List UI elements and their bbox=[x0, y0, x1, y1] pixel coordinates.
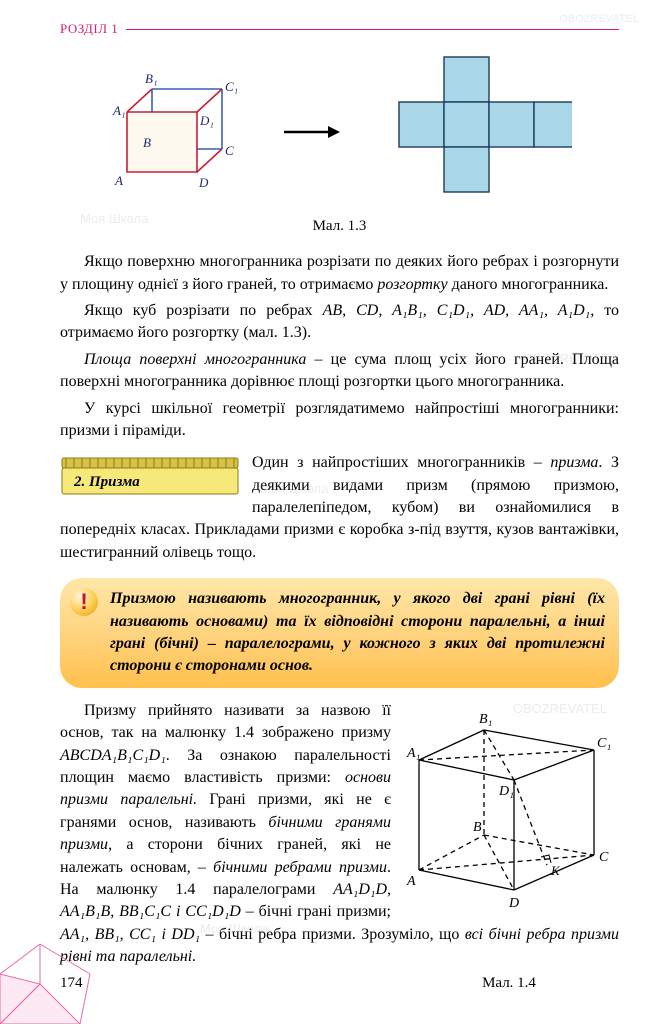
prism-diagram: A₁ B₁ C₁ D₁ A B C D K bbox=[399, 700, 619, 920]
svg-text:C: C bbox=[225, 143, 234, 158]
paragraph: Якщо куб розрізати по ребрах AB, CD, A₁B… bbox=[60, 300, 619, 345]
figure-1-4-caption: Мал. 1.4 bbox=[399, 973, 619, 994]
svg-text:B: B bbox=[473, 820, 482, 835]
exclamation-icon: ! bbox=[70, 588, 98, 616]
svg-text:C: C bbox=[599, 850, 609, 865]
svg-text:B: B bbox=[143, 135, 151, 150]
text: – бічні ребра призми. Зрозуміло, що bbox=[200, 926, 465, 943]
text: даного многогранника. bbox=[448, 276, 609, 293]
text: Якщо куб розрізати по ребрах bbox=[84, 302, 323, 319]
definition-callout: ! Призмою називають многогранник, у яког… bbox=[60, 578, 619, 688]
arrow-icon bbox=[282, 122, 342, 142]
page-header: РОЗДІЛ 1 bbox=[60, 20, 619, 38]
term: призма bbox=[550, 454, 598, 471]
svg-text:C₁: C₁ bbox=[225, 79, 238, 94]
term: бічними ребрами призми bbox=[213, 859, 387, 876]
svg-text:D₁: D₁ bbox=[498, 784, 514, 799]
svg-text:B₁: B₁ bbox=[145, 71, 157, 86]
ruler-heading: 2. Призма bbox=[60, 456, 240, 500]
prism-section: A₁ B₁ C₁ D₁ A B C D K Призму прийнято на… bbox=[60, 700, 619, 994]
svg-text:B₁: B₁ bbox=[479, 712, 492, 727]
cube-diagram: A₁ B₁ C₁ D₁ A B C D bbox=[107, 67, 262, 197]
paragraph: Площа поверхні многогранника – це сума п… bbox=[60, 349, 619, 394]
text: Призму прийнято називати за назвою її ос… bbox=[60, 702, 391, 741]
term: Призмою bbox=[110, 590, 176, 607]
svg-text:D₁: D₁ bbox=[199, 113, 214, 128]
header-rule bbox=[126, 29, 619, 30]
figure-1-3-caption: Мал. 1.3 bbox=[60, 216, 619, 237]
section-label: РОЗДІЛ 1 bbox=[60, 20, 118, 38]
subsection-block: 2. Призма Один з найпростіших многогранн… bbox=[60, 452, 619, 568]
svg-text:C₁: C₁ bbox=[597, 736, 611, 751]
svg-text:D: D bbox=[198, 175, 209, 190]
svg-text:A₁: A₁ bbox=[406, 746, 420, 761]
paragraph: У курсі шкільної геометрії розглядатимем… bbox=[60, 398, 619, 443]
term: Площа поверхні многогранника bbox=[84, 351, 306, 368]
svg-text:A: A bbox=[114, 173, 123, 188]
paragraph: Якщо поверхню многогранника розрізати по… bbox=[60, 251, 619, 296]
svg-text:K: K bbox=[550, 863, 561, 878]
text: – бічні грані призми; bbox=[241, 903, 391, 920]
corner-decoration bbox=[0, 934, 120, 1024]
figure-1-3: A₁ B₁ C₁ D₁ A B C D bbox=[60, 52, 619, 212]
svg-text:D: D bbox=[508, 896, 519, 911]
term: основами bbox=[196, 613, 263, 630]
term: розгортку bbox=[377, 276, 447, 293]
math-inline: AB, CD, A₁B₁, C₁D₁, AD, AA₁, A₁D₁, bbox=[323, 302, 595, 319]
text: Один з найпростіших многогранників – bbox=[252, 454, 550, 471]
cube-net-diagram bbox=[362, 52, 572, 212]
svg-text:A₁: A₁ bbox=[112, 103, 125, 118]
math-inline: ABCDA₁B₁C₁D₁ bbox=[60, 747, 166, 764]
svg-text:2. Призма: 2. Призма bbox=[73, 474, 140, 490]
svg-text:A: A bbox=[406, 874, 416, 889]
